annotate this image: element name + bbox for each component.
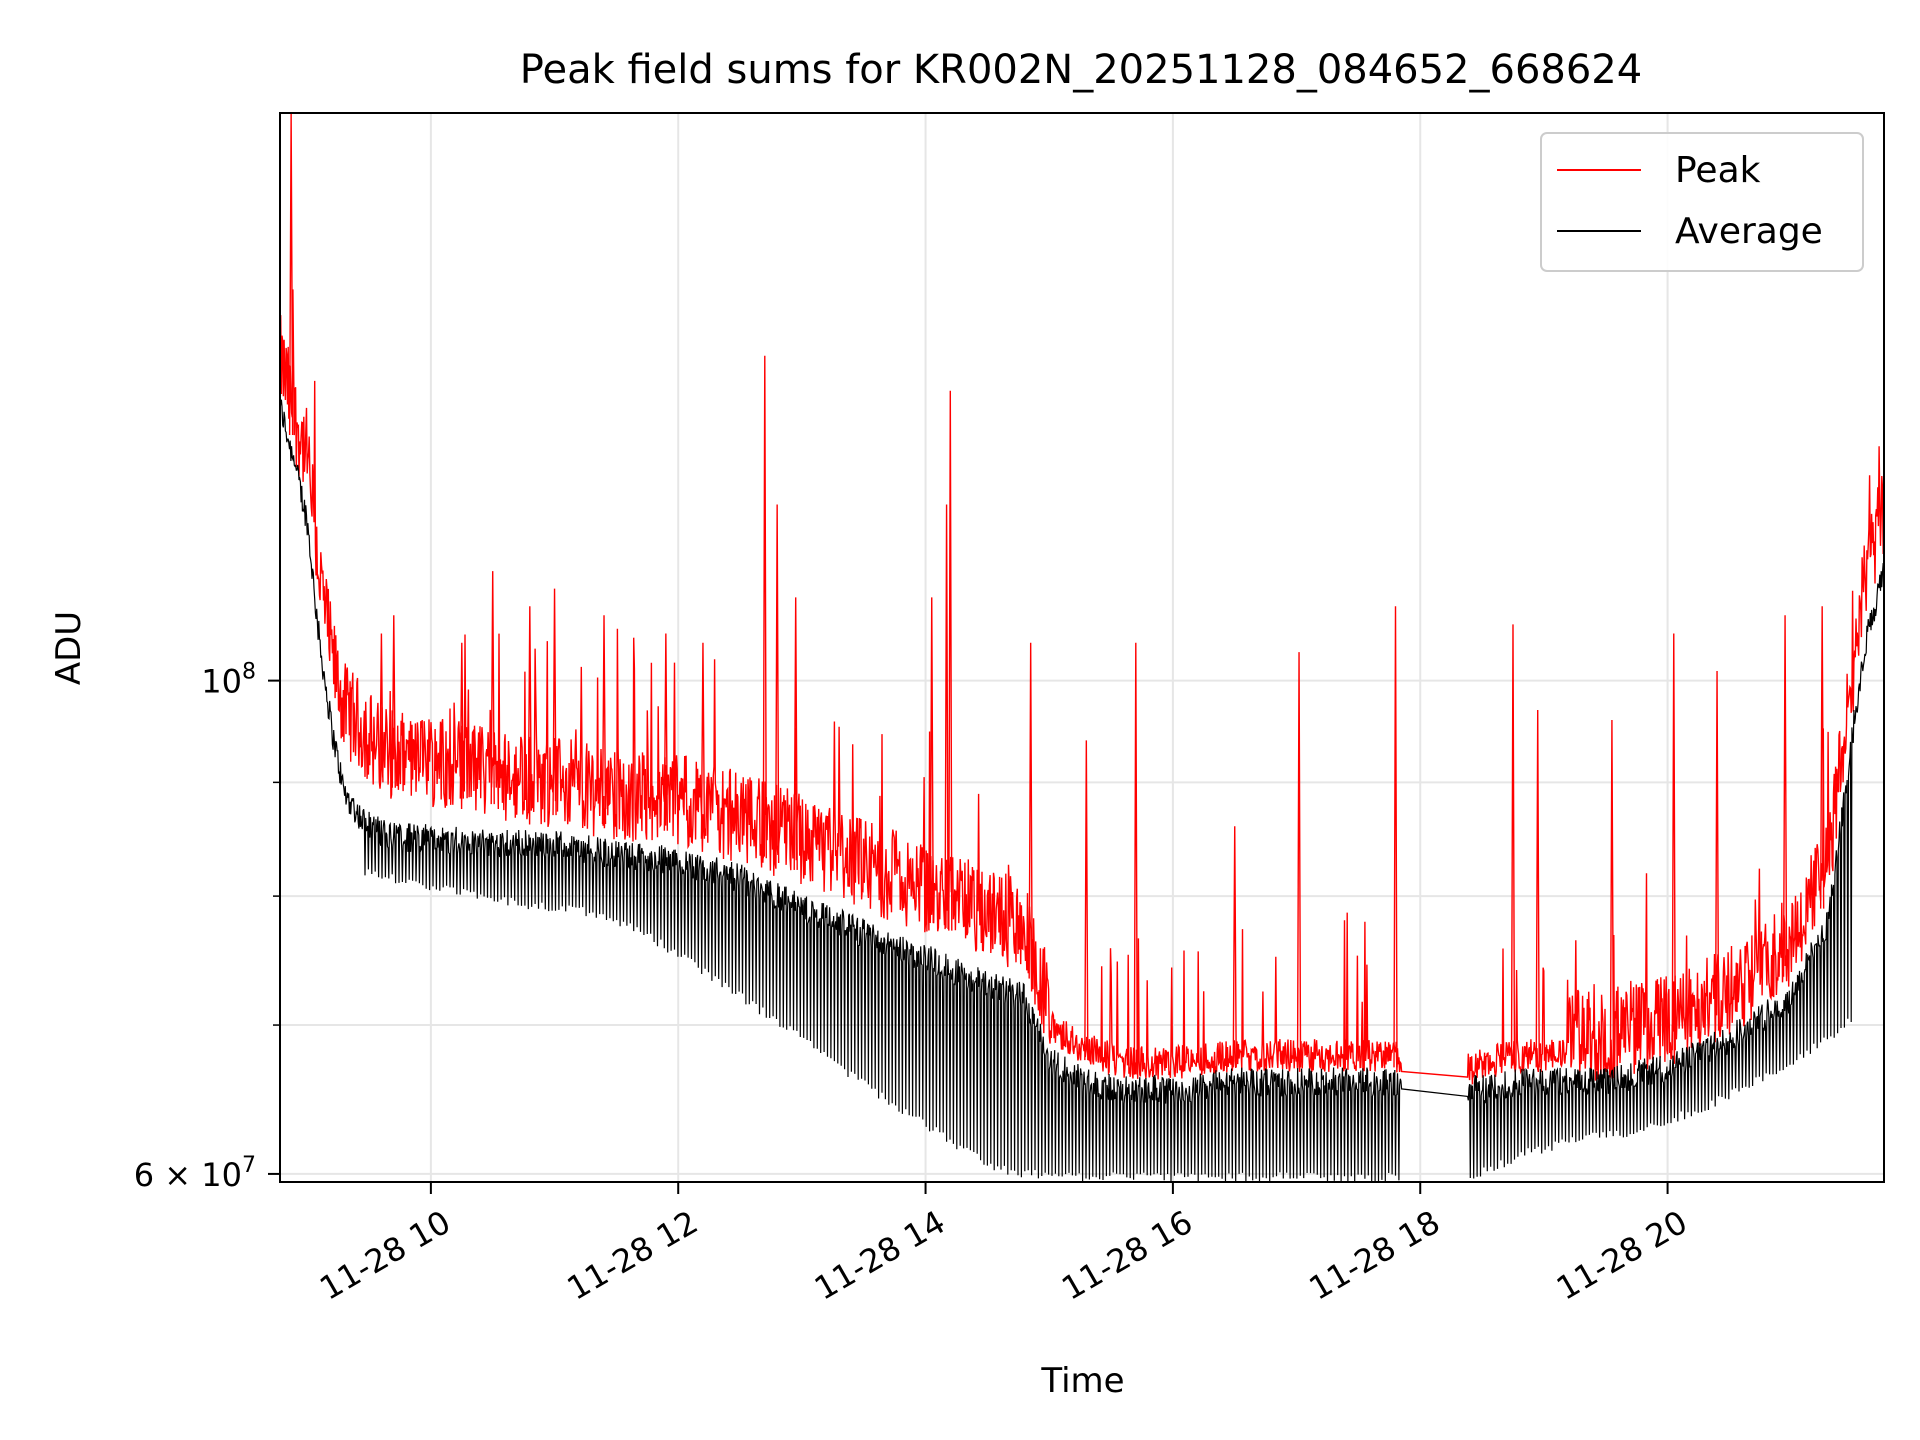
peak-spike — [1296, 652, 1302, 1068]
plot-area-frame — [279, 112, 1885, 1183]
peak-spike — [948, 390, 953, 931]
peak-series-line — [280, 289, 1884, 1085]
peak-spike — [793, 597, 798, 870]
peak-spike — [1232, 826, 1237, 1068]
peak-spike — [552, 588, 557, 816]
peak-spike — [663, 633, 669, 831]
peak-spike — [774, 504, 780, 863]
peak-spike — [459, 642, 464, 799]
legend-average-label: Average — [1675, 211, 1823, 252]
peak-spike — [1782, 615, 1788, 977]
peak-spike — [490, 571, 495, 805]
peak-spike — [1714, 671, 1720, 1031]
average-series — [280, 399, 1884, 1182]
peak-spike — [1133, 642, 1138, 1075]
average-series-line — [280, 399, 1884, 1182]
peak-spike — [527, 606, 533, 811]
peak-spike — [1671, 633, 1676, 1051]
peak-spike — [1609, 720, 1615, 1066]
y-tick-label: 6 × 107 — [134, 1153, 256, 1194]
peak-spike — [391, 615, 396, 788]
peak-spike — [700, 642, 706, 839]
legend-box — [1540, 132, 1864, 272]
peak-spike — [379, 633, 384, 783]
y-tick-label: 108 — [201, 660, 256, 701]
peak-spike — [929, 597, 934, 924]
peak-spike — [762, 355, 767, 859]
peak-spike — [288, 113, 294, 436]
peak-spike — [1393, 606, 1398, 1068]
legend-peak-label: Peak — [1675, 150, 1761, 191]
chart-title: Peak field sums for KR002N_20251128_0846… — [520, 47, 1642, 93]
y-tick-label-base: 6 × 10 — [134, 1156, 242, 1194]
y-axis-label: ADU — [49, 611, 89, 685]
peak-spike — [944, 504, 949, 930]
y-tick-label-exponent: 8 — [242, 660, 256, 685]
peak-spike — [1028, 642, 1033, 979]
x-axis-label: Time — [1040, 1361, 1124, 1401]
y-tick-label-base: 10 — [201, 663, 242, 701]
peak-spike — [601, 615, 607, 825]
y-axis: 108 6 × 107 — [134, 660, 280, 1194]
legend: Peak Average — [1540, 132, 1864, 272]
peak-series — [280, 113, 1884, 1085]
peak-spike — [1510, 624, 1516, 1069]
peak-spike — [1084, 740, 1089, 1061]
peak-spike — [1535, 710, 1540, 1068]
y-tick-label-exponent: 7 — [242, 1153, 256, 1178]
peak-spike — [1819, 606, 1825, 909]
